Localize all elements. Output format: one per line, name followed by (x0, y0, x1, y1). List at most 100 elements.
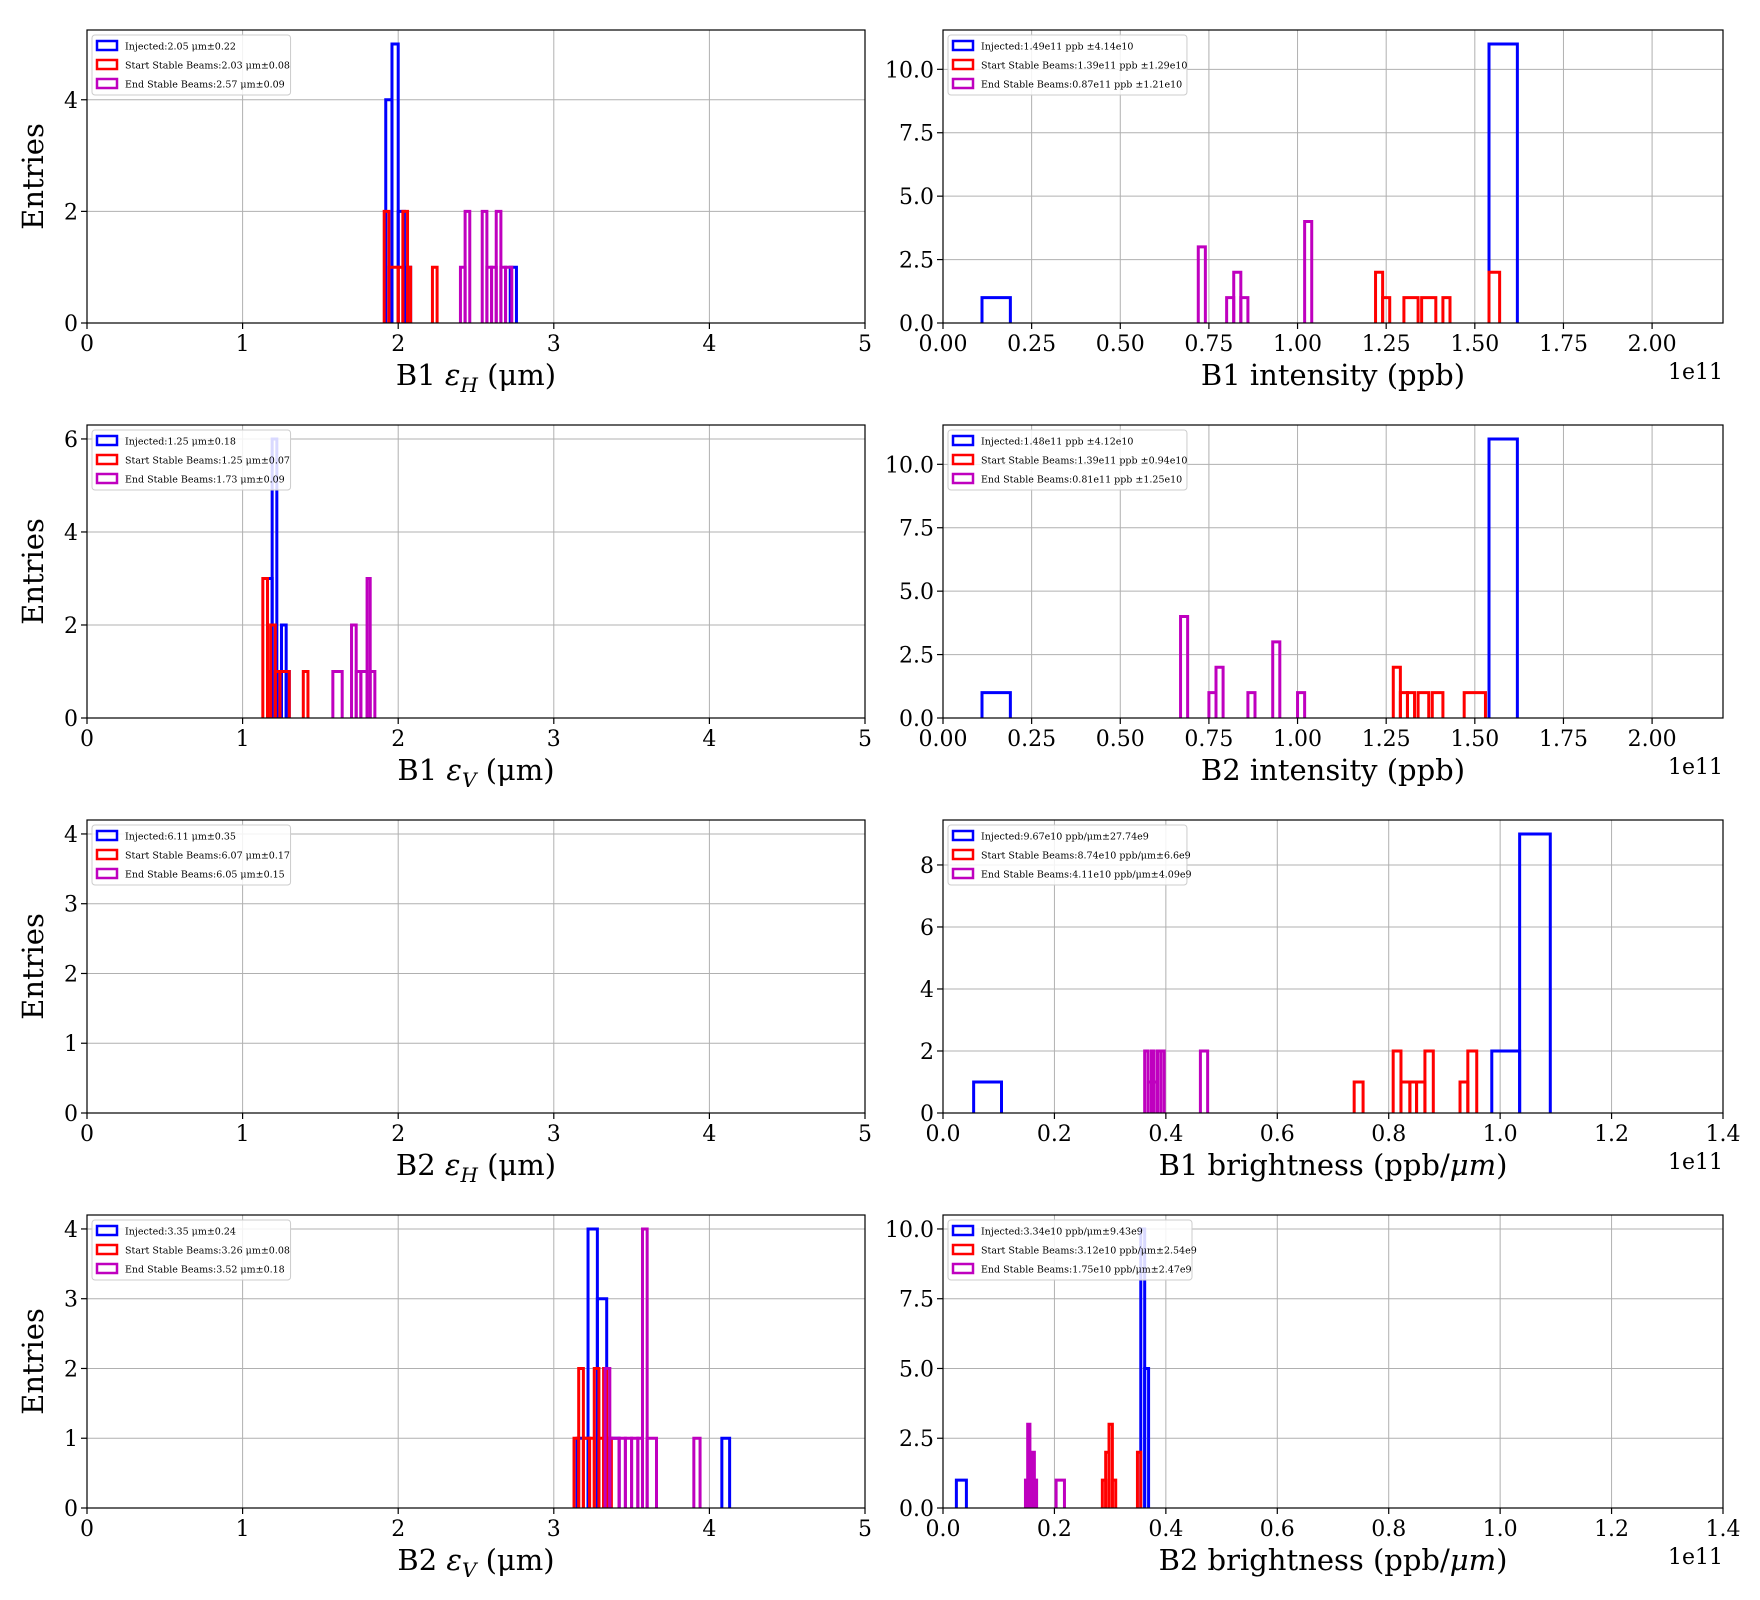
histogram-bar-end-stable (640, 1227, 649, 1508)
histogram-bar-end-stable (1032, 1478, 1039, 1508)
legend-entry: End Stable Beams:0.87e11 ppb ±1.21e10 (981, 80, 1182, 91)
x-axis-label: B1 brightness (ppb/μm) (1159, 1148, 1508, 1182)
axes-frame (942, 424, 1724, 719)
histogram-bar-start-stable (278, 669, 291, 718)
legend: Injected:9.67e10 ppb/μm±27.74e9 Start Sta… (947, 824, 1192, 886)
histogram-bar-injected (1487, 437, 1519, 718)
y-axis-label: Entries (16, 518, 50, 625)
legend-entry: Injected:1.48e11 ppb ±4.12e10 (981, 437, 1133, 448)
y-tick-label: 10.0 (885, 1218, 934, 1243)
y-tick-label: 4 (64, 823, 78, 848)
y-tick-label: 3 (64, 893, 78, 918)
legend-swatch (95, 1243, 119, 1256)
histogram-bar-injected (508, 265, 518, 323)
x-tick-label: 1.75 (1539, 727, 1588, 752)
y-tick-label: 2 (64, 1357, 78, 1382)
histogram-bar-end-stable (1239, 296, 1250, 323)
y-tick-label: 7.5 (899, 122, 934, 147)
x-tick-label: 1.50 (1450, 332, 1499, 357)
y-tick-label: 2.5 (899, 249, 934, 274)
x-tick-label: 1 (236, 1517, 250, 1542)
y-axis-label: Entries (16, 913, 50, 1020)
y-tick-label: 5.0 (899, 580, 934, 605)
x-tick-label: 0 (80, 1517, 94, 1542)
histogram-bar-injected (1143, 1366, 1151, 1508)
legend-entry: Injected:9.67e10 ppb/μm±27.74e9 (981, 832, 1149, 843)
legend-entry: Start Stable Beams:6.07 μm±0.17 (125, 851, 290, 862)
x-tick-label: 0 (80, 727, 94, 752)
x-tick-label: 5 (858, 1122, 872, 1147)
x-tick-label: 1.2 (1594, 1122, 1629, 1147)
histogram-bar-start-stable (1107, 1422, 1114, 1508)
legend-swatch (951, 77, 975, 90)
legend: Injected:3.35 μm±0.24 Start Stable Beams:… (91, 1219, 292, 1281)
legend-box (91, 429, 292, 491)
x-tick-label: 1.4 (1706, 1517, 1741, 1542)
x-tick-label: 1 (236, 332, 250, 357)
legend-entry: Start Stable Beams:3.26 μm±0.08 (125, 1246, 290, 1257)
x-tick-label: 2 (391, 1122, 405, 1147)
histogram-bar-start-stable (301, 669, 310, 718)
histogram-bar-end-stable (1054, 1478, 1066, 1508)
legend-swatch (951, 1224, 975, 1237)
x-tick-label: 0 (80, 1122, 94, 1147)
histogram-bar-end-stable (1198, 1049, 1210, 1113)
y-tick-label: 7.5 (899, 517, 934, 542)
legend-swatch (95, 453, 119, 466)
legend-swatch (95, 867, 119, 880)
axes-frame (86, 424, 866, 719)
x-tick-label: 0.0 (926, 1517, 961, 1542)
legend-entry: End Stable Beams:4.11e10 ppb/μm±4.09e9 (981, 870, 1192, 881)
x-tick-label: 1.25 (1362, 727, 1411, 752)
histogram-bar-start-stable (1441, 296, 1452, 323)
x-tick-label: 0.25 (1007, 332, 1056, 357)
histogram-bar-end-stable (1214, 665, 1225, 718)
legend: Injected:1.48e11 ppb ±4.12e10 Start Stabl… (947, 429, 1187, 491)
y-tick-label: 2.5 (899, 1427, 934, 1452)
legend-swatch (951, 39, 975, 52)
y-tick-label: 1 (64, 1032, 78, 1057)
x-offset-label: 1e11 (1668, 755, 1723, 780)
legend-entry: Injected:2.05 μm±0.22 (125, 42, 236, 53)
histogram-bar-injected (720, 1436, 732, 1508)
histogram-bar-injected (980, 691, 1012, 718)
y-tick-label: 2 (64, 962, 78, 987)
x-tick-label: 1 (236, 1122, 250, 1147)
x-tick-label: 0.00 (919, 332, 968, 357)
x-tick-label: 0.6 (1260, 1122, 1295, 1147)
histogram-bar-start-stable (430, 265, 439, 323)
axes-frame (942, 819, 1724, 1114)
legend-entry: Start Stable Beams:1.39e11 ppb ±1.29e10 (981, 61, 1187, 72)
y-tick-label: 2.5 (899, 644, 934, 669)
y-tick-label: 0 (64, 312, 78, 337)
x-tick-label: 1.0 (1483, 1517, 1518, 1542)
x-tick-label: 5 (858, 1517, 872, 1542)
x-tick-label: 1.75 (1539, 332, 1588, 357)
histogram-bar-injected (972, 1080, 1003, 1113)
x-axis-label: B1 intensity (ppb) (1201, 358, 1465, 392)
legend-swatch (95, 434, 119, 447)
histogram-bar-start-stable (1487, 270, 1502, 323)
y-tick-label: 6 (64, 428, 78, 453)
legend-swatch (951, 1243, 975, 1256)
legend: Injected:6.11 μm±0.35 Start Stable Beams:… (91, 824, 292, 886)
histogram-bar-start-stable (1402, 296, 1420, 323)
histogram-bar-end-stable (1246, 691, 1257, 718)
legend-swatch (95, 1224, 119, 1237)
y-tick-label: 5.0 (899, 185, 934, 210)
histogram-bar-start-stable (1110, 1478, 1118, 1508)
x-tick-label: 1.50 (1450, 727, 1499, 752)
x-tick-label: 0.25 (1007, 727, 1056, 752)
x-tick-label: 0.75 (1184, 332, 1233, 357)
legend-entry: Injected:6.11 μm±0.35 (125, 832, 236, 843)
histogram-bar-end-stable (645, 1436, 658, 1508)
histogram-bar-start-stable (261, 576, 269, 718)
x-tick-label: 1.4 (1706, 1122, 1741, 1147)
legend: Injected:3.34e10 ppb/μm±9.43e9 Start Stab… (947, 1219, 1197, 1281)
legend-entry: End Stable Beams:0.81e11 ppb ±1.25e10 (981, 475, 1182, 486)
histogram-bar-injected (980, 296, 1012, 323)
x-tick-label: 2.00 (1628, 727, 1677, 752)
y-tick-label: 4 (64, 1218, 78, 1243)
x-axis-label: B2 εV (μm) (397, 1543, 554, 1582)
